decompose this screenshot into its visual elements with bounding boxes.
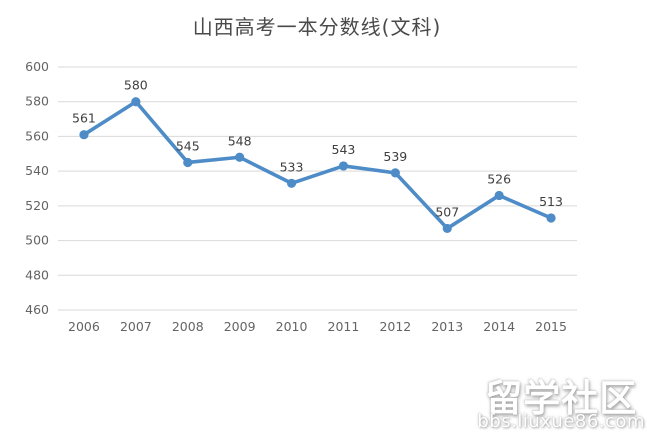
y-tick-label: 540 [25,163,49,178]
data-point-label: 548 [228,133,252,148]
series-line [82,99,553,231]
x-tick-label: 2010 [276,319,308,334]
y-tick-label: 580 [25,94,49,109]
data-point-label: 545 [176,138,200,153]
data-point-marker [79,130,89,140]
data-point-marker [494,190,504,201]
y-tick-label: 600 [25,59,49,74]
data-point-marker [338,161,349,171]
data-point-marker [390,168,400,178]
data-point-marker [235,152,245,162]
x-tick-label: 2012 [379,319,411,334]
data-point-marker [442,223,452,234]
x-tick-label: 2008 [172,319,204,334]
y-tick-label: 520 [25,198,49,213]
data-point-label: 533 [280,159,304,174]
data-point-label: 513 [539,194,563,209]
data-point-marker [286,178,297,188]
x-tick-label: 2007 [120,319,152,334]
data-point-marker [183,157,193,168]
x-tick-label: 2009 [224,319,256,334]
data-point-label: 507 [435,204,459,219]
data-point-marker [546,213,556,223]
chart-title: 山西高考一本分数线(文科) [192,15,442,39]
x-tick-label: 2011 [328,319,360,334]
x-tick-label: 2013 [431,319,463,334]
y-tick-label: 560 [25,128,49,143]
y-tick-label: 480 [25,267,49,282]
x-tick-label: 2006 [68,319,100,334]
data-point-label: 580 [124,78,148,93]
x-tick-label: 2014 [483,319,515,334]
data-point-marker [131,97,141,107]
x-tick-label: 2015 [535,319,567,334]
data-point-label: 526 [487,171,511,186]
y-tick-label: 500 [25,233,49,248]
data-point-label: 561 [72,111,96,126]
y-tick-label: 460 [25,302,49,317]
data-point-label: 539 [383,149,407,164]
data-point-label: 543 [332,142,356,157]
